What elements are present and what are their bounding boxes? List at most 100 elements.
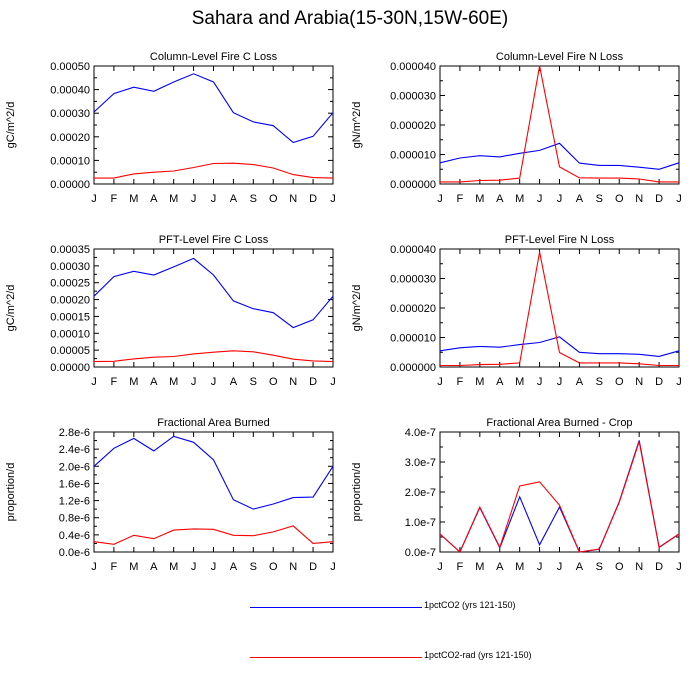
series-line-1-2 [94, 162, 334, 179]
x-tick-label-2-5: M [515, 193, 524, 205]
x-tick-label-4-10: O [615, 376, 624, 388]
x-tick-label-3-3: M [129, 376, 138, 388]
plot-frame-4 [439, 248, 680, 368]
x-tick-label-2-12: D [655, 193, 663, 205]
legend-label-2: 1pctCO2-rad (yrs 121-150) [424, 650, 532, 660]
x-tick-label-3-12: D [309, 376, 317, 388]
plot-frame-6 [439, 431, 680, 553]
y-tick-label-6-4: 3.0e-7 [405, 457, 436, 469]
series-line-2-1 [439, 142, 680, 170]
x-tick-label-3-9: S [250, 376, 257, 388]
plot-title-1: Column-Level Fire C Loss [150, 51, 278, 63]
y-tick-label-1-1: 0.00000 [50, 179, 90, 191]
x-tick-label-3-10: O [269, 376, 278, 388]
plot-title-2: Column-Level Fire N Loss [496, 51, 624, 63]
x-tick-label-6-9: S [596, 561, 603, 573]
x-tick-label-3-7: J [211, 376, 217, 388]
y-tick-label-1-4: 0.00030 [50, 108, 90, 120]
x-tick-label-3-6: J [191, 376, 197, 388]
x-tick-label-6-4: A [496, 561, 504, 573]
y-tick-label-3-7: 0.00030 [50, 261, 90, 273]
series-line-6-2 [439, 441, 680, 553]
legend-label-1: 1pctCO2 (yrs 121-150) [424, 600, 516, 610]
x-tick-label-4-9: S [596, 376, 603, 388]
y-tick-label-4-1: 0.000000 [390, 362, 436, 374]
series-line-3-1 [93, 257, 334, 329]
x-tick-label-2-1: J [437, 193, 443, 205]
y-tick-label-6-1: 0.0e-7 [405, 547, 436, 559]
x-tick-label-3-5: M [169, 376, 178, 388]
x-tick-label-5-4: A [150, 561, 158, 573]
y-tick-label-2-4: 0.000030 [390, 91, 436, 103]
x-tick-label-5-9: S [250, 561, 257, 573]
series-line-1-1 [93, 73, 334, 144]
x-tick-label-5-2: F [111, 561, 118, 573]
legend-line-1 [250, 607, 422, 608]
x-tick-label-1-1: J [91, 193, 97, 205]
x-tick-label-3-8: A [230, 376, 238, 388]
page-title: Sahara and Arabia(15-30N,15W-60E) [191, 8, 509, 29]
y-tick-label-3-2: 0.00005 [50, 345, 90, 357]
x-tick-label-2-3: M [475, 193, 484, 205]
x-tick-label-1-5: M [169, 193, 178, 205]
y-tick-label-3-1: 0.00000 [50, 362, 90, 374]
x-tick-label-1-4: A [150, 193, 158, 205]
x-tick-label-2-10: O [615, 193, 624, 205]
x-tick-label-5-13: J [330, 561, 336, 573]
y-tick-label-5-1: 0.0e-6 [59, 547, 90, 559]
y-tick-label-5-5: 1.6e-6 [59, 478, 90, 490]
series-line-2-2 [440, 65, 679, 183]
x-tick-label-4-1: J [437, 376, 443, 388]
series-line-4-2 [440, 251, 679, 367]
y-tick-label-4-2: 0.000010 [390, 333, 436, 345]
x-tick-label-6-13: J [676, 561, 682, 573]
x-tick-label-1-3: M [129, 193, 138, 205]
x-tick-label-3-2: F [111, 376, 118, 388]
x-tick-label-1-8: A [230, 193, 238, 205]
x-tick-label-5-7: J [211, 561, 217, 573]
series-line-4-1 [439, 336, 680, 357]
x-tick-label-2-13: J [676, 193, 682, 205]
x-tick-label-3-4: A [150, 376, 158, 388]
y-tick-label-5-8: 2.8e-6 [59, 427, 90, 439]
x-tick-label-4-11: N [635, 376, 643, 388]
x-tick-label-5-6: J [191, 561, 197, 573]
x-tick-label-2-8: A [576, 193, 584, 205]
x-tick-label-5-8: A [230, 561, 238, 573]
x-tick-label-4-13: J [676, 376, 682, 388]
x-tick-label-5-11: N [289, 561, 297, 573]
plot-title-3: PFT-Level Fire C Loss [159, 234, 269, 246]
y-tick-label-3-4: 0.00015 [50, 311, 90, 323]
x-tick-label-2-9: S [596, 193, 603, 205]
x-tick-label-4-4: A [496, 376, 504, 388]
plot-frame-3 [93, 248, 334, 368]
y-tick-label-2-1: 0.000000 [390, 179, 436, 191]
x-tick-label-6-1: J [437, 561, 443, 573]
y-axis-label-5: proportion/d [5, 463, 17, 522]
series-line-5-1 [93, 435, 334, 510]
y-axis-label-4: gN/m^2/d [351, 285, 363, 332]
y-tick-label-6-3: 2.0e-7 [405, 487, 436, 499]
plot-frame-5 [93, 431, 334, 553]
x-tick-label-2-6: J [537, 193, 543, 205]
x-tick-label-2-11: N [635, 193, 643, 205]
y-tick-label-1-2: 0.00010 [50, 155, 90, 167]
y-axis-label-2: gN/m^2/d [351, 102, 363, 149]
x-tick-label-1-12: D [309, 193, 317, 205]
x-tick-label-3-1: J [91, 376, 97, 388]
y-tick-label-3-5: 0.00020 [50, 295, 90, 307]
x-tick-label-1-11: N [289, 193, 297, 205]
x-tick-label-1-9: S [250, 193, 257, 205]
y-tick-label-2-3: 0.000020 [390, 120, 436, 132]
x-tick-label-4-8: A [576, 376, 584, 388]
plot-title-6: Fractional Area Burned - Crop [486, 417, 632, 429]
x-tick-label-6-12: D [655, 561, 663, 573]
y-tick-label-4-5: 0.000040 [390, 244, 436, 256]
series-line-5-2 [93, 525, 334, 545]
x-tick-label-4-2: F [457, 376, 464, 388]
y-tick-label-5-6: 2.0e-6 [59, 461, 90, 473]
x-tick-label-5-12: D [309, 561, 317, 573]
y-tick-label-1-5: 0.00040 [50, 85, 90, 97]
x-tick-label-1-2: F [111, 193, 118, 205]
